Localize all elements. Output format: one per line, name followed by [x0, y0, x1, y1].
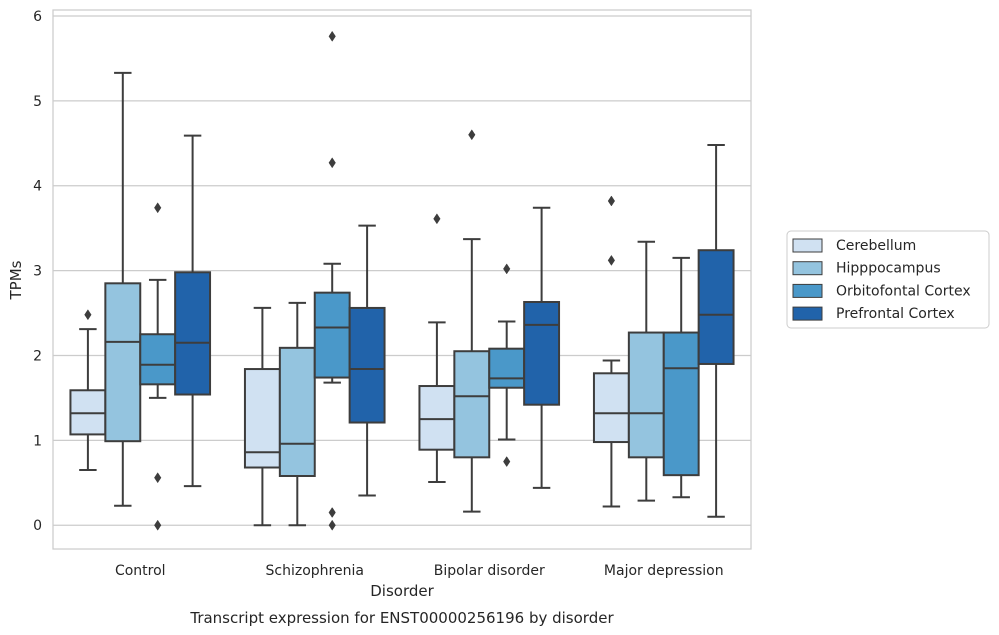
- box-body: [592, 372, 630, 444]
- legend-frame: [786, 230, 990, 329]
- box-0-0: [69, 309, 107, 472]
- box-0-2: [139, 202, 177, 531]
- box-body: [418, 385, 456, 451]
- outlier-point: [154, 519, 162, 531]
- outlier-point: [503, 263, 511, 275]
- outlier-point: [328, 519, 336, 531]
- box-2-0: [418, 213, 456, 483]
- box-body: [453, 350, 491, 459]
- legend-label: Orbitofontal Cortex: [836, 283, 971, 299]
- box-body: [627, 331, 665, 459]
- box-1-3: [348, 224, 386, 497]
- x-tick-label: Schizophrenia: [266, 563, 364, 579]
- box-2-3: [523, 206, 561, 489]
- legend-swatch: [792, 238, 823, 253]
- outlier-point: [84, 309, 92, 321]
- x-tick-label: Bipolar disorder: [434, 563, 545, 579]
- box-1-2: [313, 30, 351, 531]
- y-tick-label: 3: [33, 264, 42, 280]
- y-tick-label: 4: [33, 179, 42, 195]
- outlier-point: [154, 202, 162, 214]
- y-tick-label: 6: [33, 9, 42, 25]
- legend-label: Cerebellum: [836, 238, 916, 254]
- box-body: [662, 331, 700, 477]
- box-3-2: [662, 256, 700, 499]
- box-body: [243, 368, 281, 469]
- box-1-1: [278, 301, 316, 527]
- plot-area: [52, 9, 752, 550]
- outlier-point: [328, 507, 336, 518]
- outlier-point: [503, 456, 511, 468]
- box-3-3: [697, 143, 735, 518]
- outlier-point: [328, 30, 336, 42]
- y-tick-label: 5: [33, 94, 42, 110]
- y-tick-label: 1: [33, 433, 42, 449]
- box-0-1: [104, 71, 142, 507]
- legend-swatch: [792, 283, 823, 298]
- y-axis-label: TPMs: [7, 260, 25, 300]
- outlier-point: [328, 157, 336, 169]
- outlier-point: [433, 213, 441, 225]
- legend-label: Prefrontal Cortex: [836, 306, 955, 322]
- box-2-2: [488, 263, 526, 468]
- box-body: [174, 271, 212, 396]
- outlier-point: [607, 195, 615, 207]
- box-body: [488, 347, 526, 389]
- x-tick-label: Control: [115, 563, 166, 579]
- legend-item: Hipppocampus: [792, 261, 941, 277]
- box-body: [104, 282, 142, 443]
- box-body: [313, 291, 351, 379]
- y-tick-label: 2: [33, 348, 42, 364]
- box-1-0: [243, 306, 281, 527]
- box-body: [697, 249, 735, 365]
- legend-swatch: [792, 261, 823, 276]
- outlier-point: [468, 129, 476, 141]
- box-body: [278, 346, 316, 478]
- legend-item: Orbitofontal Cortex: [792, 283, 971, 299]
- outlier-point: [607, 254, 615, 266]
- box-body: [348, 306, 386, 424]
- y-axis-ticks: 0 1 2 3 4 5 6: [33, 9, 42, 534]
- boxes: [69, 30, 735, 531]
- legend-label: Hipppocampus: [836, 261, 941, 277]
- legend: Cerebellum Hipppocampus Orbitofontal Corte…: [786, 230, 990, 329]
- legend-swatch: [792, 306, 823, 321]
- legend-item: Cerebellum: [792, 238, 916, 254]
- outlier-point: [154, 472, 162, 484]
- box-0-3: [174, 134, 212, 488]
- y-tick-label: 0: [33, 518, 42, 534]
- box-body: [523, 300, 561, 406]
- x-axis-ticks: Control Schizophrenia Bipolar disorder Majo…: [115, 563, 724, 579]
- box-2-1: [453, 129, 491, 513]
- legend-item: Prefrontal Cortex: [792, 306, 955, 322]
- x-tick-label: Major depression: [604, 563, 724, 579]
- box-body: [139, 333, 177, 386]
- x-axis-label: Disorder: [370, 582, 434, 600]
- box-3-0: [592, 195, 630, 508]
- chart-caption: Transcript expression for ENST0000025619…: [189, 609, 614, 627]
